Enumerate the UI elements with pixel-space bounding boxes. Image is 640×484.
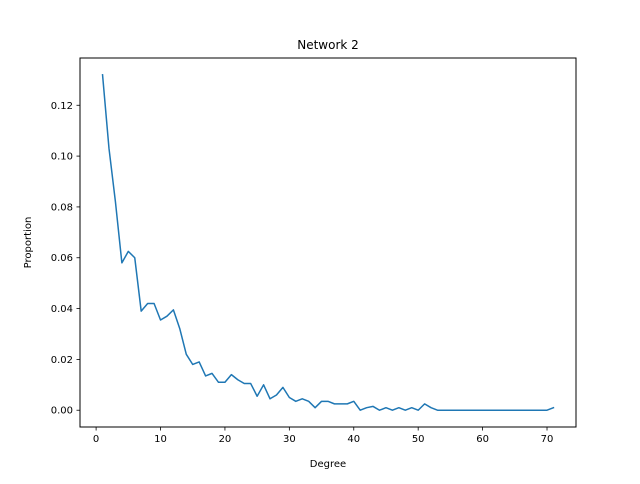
x-tick-label: 20	[219, 434, 232, 445]
y-tick-label: 0.12	[51, 101, 73, 112]
x-tick-label: 60	[476, 434, 489, 445]
x-axis-label: Degree	[310, 459, 346, 470]
y-tick-label: 0.02	[51, 355, 73, 366]
x-tick-label: 40	[347, 434, 360, 445]
plot-frame	[79, 57, 577, 428]
y-tick-label: 0.10	[51, 152, 73, 163]
y-tick-label: 0.00	[51, 406, 73, 417]
x-tick-label: 50	[412, 434, 425, 445]
x-tick-label: 10	[154, 434, 167, 445]
plot-area	[101, 73, 555, 411]
y-tick-label: 0.08	[51, 202, 73, 213]
y-axis-ticks: 0.00 0.02 0.04 0.06 0.08 0.10 0.12	[51, 101, 80, 417]
y-tick-label: 0.04	[51, 304, 73, 315]
chart-title: Network 2	[297, 38, 359, 52]
x-tick-label: 0	[93, 434, 99, 445]
y-axis-label: Proportion	[23, 217, 34, 269]
y-tick-label: 0.06	[51, 253, 73, 264]
x-axis-ticks: 0 10 20 30 40 50 60 70	[93, 427, 553, 445]
series-line-0	[101, 73, 555, 411]
x-tick-label: 70	[541, 434, 554, 445]
x-tick-label: 30	[283, 434, 296, 445]
